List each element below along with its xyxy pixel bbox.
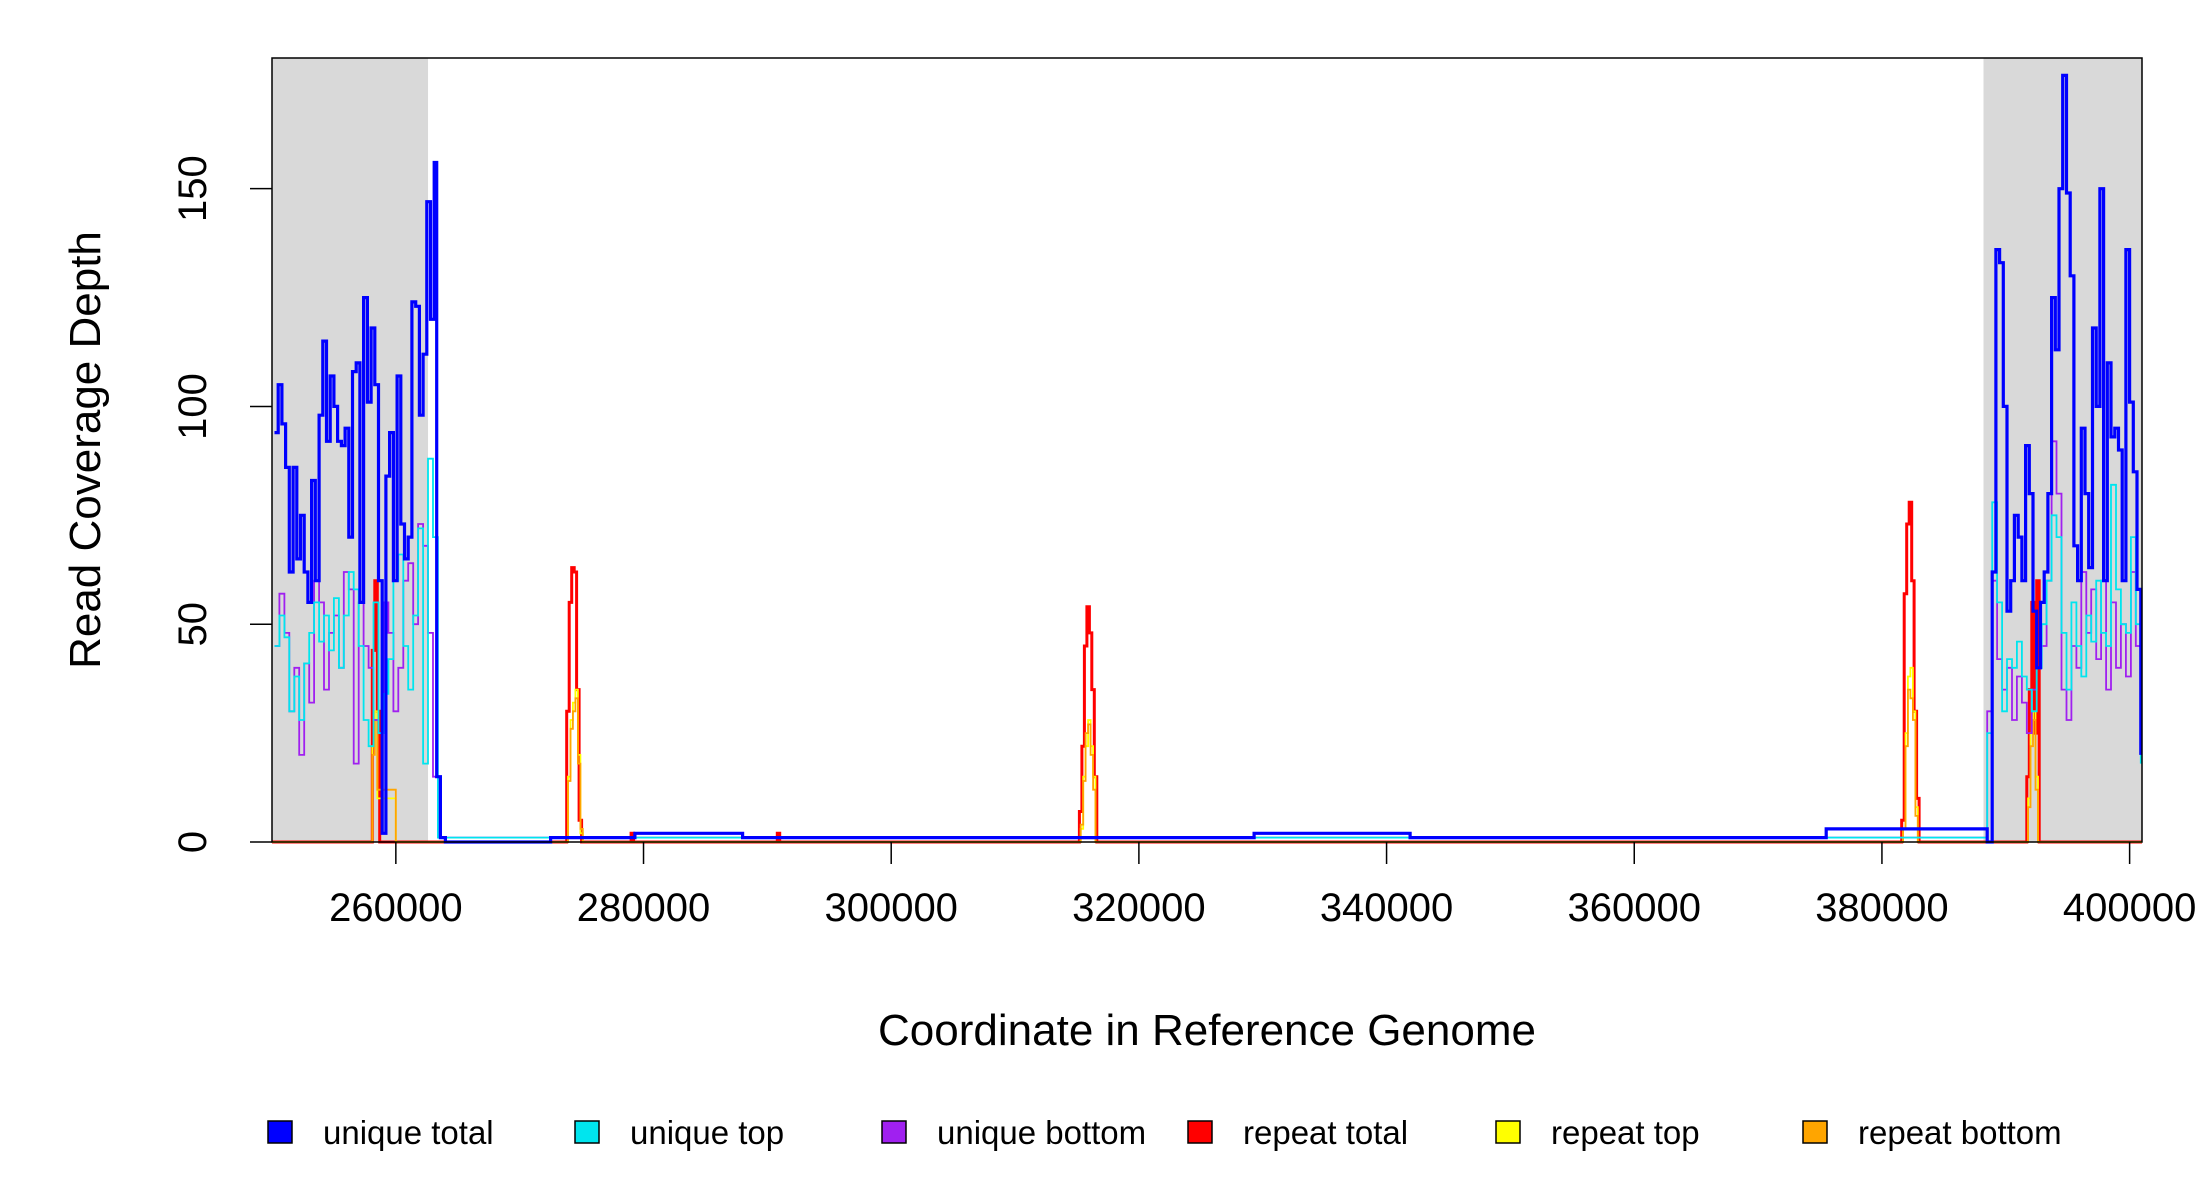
x-tick-label: 340000 [1320,886,1453,930]
legend-swatch [1495,1120,1521,1144]
x-axis-label: Coordinate in Reference Genome [878,1006,1536,1055]
x-axis: 260000 280000 300000 320000 340000 360000 3800… [329,842,2196,930]
legend-item-unique-top: unique top [574,1114,784,1151]
series-line-repeat-top [272,666,2142,843]
x-tick-label: 400000 [2063,886,2196,930]
plot-frame [271,57,2143,843]
legend-swatch [267,1120,293,1144]
legend-item-unique-bottom: unique bottom [881,1114,1146,1151]
legend-item-unique-total: unique total [267,1114,494,1151]
legend-swatch [1187,1120,1213,1144]
legend-item-repeat-bottom: repeat bottom [1802,1114,2062,1151]
legend-label: repeat total [1243,1114,1408,1151]
y-axis-label: Read Coverage Depth [61,231,110,669]
legend-swatch [881,1120,907,1144]
series-line-repeat-bottom [272,688,2142,843]
series-line-unique-bottom [274,440,2142,839]
x-tick-label: 260000 [329,886,462,930]
legend-swatch [1802,1120,1828,1144]
legend-label: repeat top [1551,1114,1700,1151]
legend-label: unique total [323,1114,494,1151]
series-line-unique-top [274,457,2142,839]
y-tick-label: 50 [171,602,215,647]
legend-swatch [574,1120,600,1144]
legend: unique total unique top unique bottom repea… [267,1114,2062,1151]
legend-label: unique bottom [937,1114,1146,1151]
x-tick-label: 300000 [824,886,957,930]
y-tick-label: 150 [171,155,215,222]
legend-item-repeat-total: repeat total [1187,1114,1408,1151]
series-line-repeat-total [272,500,2142,844]
y-tick-label: 0 [171,831,215,853]
series-line-unique-total [274,73,2143,844]
x-tick-label: 280000 [577,886,710,930]
legend-item-repeat-top: repeat top [1495,1114,1700,1151]
series-lines [272,73,2143,844]
shaded-regions [272,58,2142,842]
y-axis: 0 50 100 150 [171,155,272,853]
legend-label: repeat bottom [1858,1114,2062,1151]
x-tick-label: 320000 [1072,886,1205,930]
legend-label: unique top [630,1114,784,1151]
x-tick-label: 360000 [1568,886,1701,930]
y-tick-label: 100 [171,373,215,440]
x-tick-label: 380000 [1815,886,1948,930]
